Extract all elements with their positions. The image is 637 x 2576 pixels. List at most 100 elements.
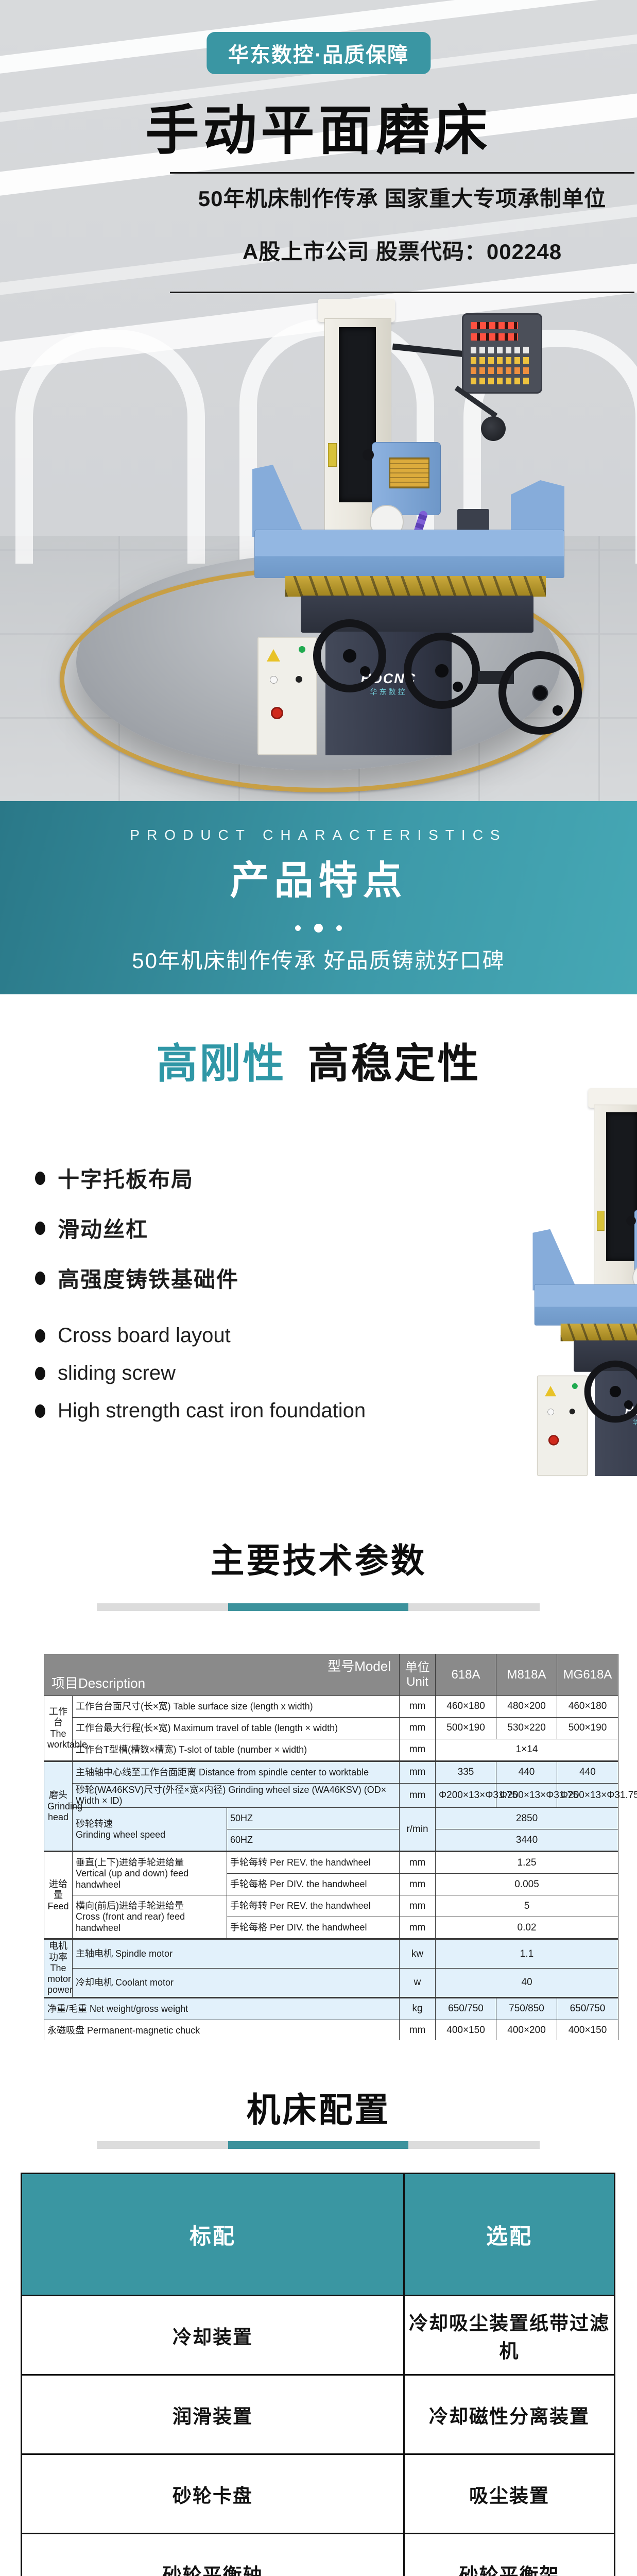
dro-led-row [471, 333, 518, 341]
black-button [296, 676, 302, 683]
param-cell-unit: mm [399, 1873, 436, 1896]
handwheel [313, 619, 386, 692]
worktable-tray [254, 530, 564, 578]
hero-subtitle-1: 50年机床制作传承 国家重大专项承制单位 [198, 187, 607, 211]
bullet-dot-icon [35, 1221, 45, 1235]
param-cell-desc: 工作台台面尺寸(长×宽) Table surface size (length … [72, 1696, 400, 1718]
warning-triangle-icon [267, 649, 280, 662]
param-cell-desc: 永磁吸盘 Permanent-magnetic chuck [43, 2019, 400, 2040]
param-cell-value: 460×180 [435, 1696, 497, 1718]
feature-list-zh: 十字托板布局 滑动丝杠 高强度铸铁基础件 [35, 1162, 239, 1294]
machine-image-side: HDCNC 华东数控 [463, 1079, 637, 1478]
title-underline-bar [97, 1603, 540, 1611]
param-cell-sub: 60HZ [226, 1829, 400, 1852]
dot-icon [336, 925, 342, 931]
param-cell-desc: 横向(前后)进给手轮进给量 Cross (front and rear) fee… [72, 1895, 227, 1940]
header-unit: 单位 Unit [399, 1654, 436, 1696]
config-standard-item: 润滑装置 [21, 2374, 405, 2455]
technical-parameters-section: 主要技术参数 型号Model 项目Description 单位 Unit 618… [0, 1510, 637, 2040]
config-optional-item: 砂轮平衡架 [403, 2533, 615, 2576]
feature-list-en: Cross board layout sliding screw High stre… [35, 1324, 366, 1422]
config-optional-item: 冷却磁性分离装置 [403, 2374, 615, 2455]
param-cell-value: 480×200 [496, 1696, 558, 1718]
bullet-text: 十字托板布局 [58, 1167, 194, 1192]
band-title: 产品特点 [230, 859, 407, 903]
param-cell-value: 0.02 [435, 1917, 619, 1940]
header-model-label: 型号Model [328, 1658, 391, 1674]
param-cell-unit: kg [399, 1996, 436, 2020]
config-row: 砂轮平衡轴 砂轮平衡架 [21, 2533, 615, 2576]
configuration-table: 标配 选配 冷却装置 冷却吸尘装置纸带过滤机 润滑装置 冷却磁性分离装置 砂轮卡盘 吸尘装… [21, 2173, 615, 2576]
param-row: 进给量 Feed 垂直(上下)进给手轮进给量 Vertical (up and d… [44, 1851, 619, 1940]
rigidity-section: 高刚性 高稳定性 十字托板布局 滑动丝杠 高强度铸铁基础件 Cross board l… [0, 994, 637, 1510]
param-row: 手轮每格 Per DIV. the handwheel mm 0.005 [44, 1873, 619, 1896]
param-row: 工作台 The worktable 工作台台面尺寸(长×宽) Table surf… [44, 1696, 619, 1761]
bullet-dot-icon [35, 1366, 45, 1380]
param-cell-unit: mm [399, 1717, 436, 1739]
config-header-standard: 标配 [21, 2173, 405, 2296]
config-row: 砂轮卡盘 吸尘装置 [21, 2453, 615, 2534]
table-slide [285, 576, 546, 597]
param-cell-sub: 手轮每格 Per DIV. the handwheel [226, 1873, 400, 1896]
param-cell-sub: 手轮每格 Per DIV. the handwheel [226, 1917, 400, 1940]
param-cell-unit: mm [399, 2019, 436, 2040]
param-cell-value: 1×14 [435, 1739, 619, 1761]
param-cell-sub: 手轮每转 Per REV. the handwheel [226, 1851, 400, 1874]
param-cell-sub: 50HZ [226, 1807, 400, 1830]
param-row: 砂轮转速 Grinding wheel speed 50HZ r/min 2850 [44, 1807, 619, 1852]
param-cell-unit: kw [399, 1938, 436, 1969]
config-header-row: 标配 选配 [21, 2173, 615, 2296]
config-row: 冷却装置 冷却吸尘装置纸带过滤机 [21, 2295, 615, 2376]
param-cell-value: Φ200×13×Φ31.75 [435, 1783, 518, 1808]
electrical-cabinet [537, 1375, 588, 1477]
param-row: 永磁吸盘 Permanent-magnetic chuck mm 400×150 40… [43, 2019, 619, 2040]
param-cell-value: 650/750 [435, 1996, 497, 2020]
machine-column-cap [588, 1088, 637, 1108]
param-cell-value: 460×180 [557, 1696, 619, 1718]
param-cell-desc: 工作台最大行程(长×宽) Maximum travel of table (le… [72, 1717, 400, 1739]
header-model-MG618A: MG618A [557, 1654, 619, 1696]
param-cell-unit: mm [399, 1696, 436, 1718]
handwheel [584, 1360, 637, 1423]
feature-bullet-zh: 十字托板布局 [35, 1162, 239, 1194]
dro-keys [471, 347, 531, 353]
param-cell-value: 500×190 [557, 1717, 619, 1739]
param-cell-unit: mm [399, 1760, 436, 1784]
header-description-label: 项目Description [51, 1675, 146, 1691]
param-row: 冷却电机 Coolant motor w 40 [44, 1968, 619, 1998]
grinding-head-knob [363, 449, 374, 461]
machine-column-slot [339, 327, 376, 502]
worktable-tray [534, 1284, 637, 1326]
header-model-M818A: M818A [496, 1654, 558, 1696]
dots-divider [0, 924, 637, 933]
param-cell-desc: 主轴电机 Spindle motor [72, 1938, 400, 1969]
param-cell-value: 335 [435, 1760, 497, 1784]
param-cell-value: 440 [496, 1760, 558, 1784]
machine-column-cap [318, 299, 395, 322]
rigidity-title: 高刚性 高稳定性 [0, 1030, 637, 1090]
feature-bullet-en: Cross board layout [35, 1324, 366, 1347]
rigidity-title-rest: 高稳定性 [307, 1041, 481, 1087]
param-row: 工作台最大行程(长×宽) Maximum travel of table (le… [44, 1717, 619, 1739]
param-cell-value: 650/750 [557, 1996, 619, 2020]
product-characteristics-band: PRODUCT CHARACTERISTICS 产品特点 50年机床制作传承 好… [0, 801, 637, 994]
diagonal-header-cell: 型号Model 项目Description [43, 1654, 400, 1696]
bullet-text: Cross board layout [58, 1324, 231, 1347]
param-row: 净重/毛重 Net weight/gross weight kg 650/750 75… [43, 1996, 619, 2020]
param-row: 电机功率 The motor power 主轴电机 Spindle motor kw… [44, 1938, 619, 1998]
dro-keys [471, 378, 531, 384]
bullet-text: 滑动丝杠 [58, 1217, 149, 1242]
param-cell-value: 440 [557, 1760, 619, 1784]
param-cell-desc: 冷却电机 Coolant motor [72, 1968, 400, 1998]
table-header-row: 型号Model 项目Description 单位 Unit 618A M818A… [43, 1654, 619, 1696]
band-eyebrow: PRODUCT CHARACTERISTICS [130, 827, 507, 843]
config-title: 机床配置 [246, 2091, 391, 2129]
hero-subtitle-2: A股上市公司 股票代码：002248 [242, 240, 562, 264]
param-row: 砂轮(WA46KSV)尺寸(外径×宽×内径) Grinding wheel si… [44, 1783, 637, 1808]
feature-bullet-en: sliding screw [35, 1362, 366, 1385]
params-title: 主要技术参数 [210, 1541, 427, 1580]
emergency-stop-button [548, 1435, 559, 1446]
machine-column-slot [606, 1112, 637, 1261]
config-standard-item: 砂轮平衡轴 [21, 2533, 405, 2576]
